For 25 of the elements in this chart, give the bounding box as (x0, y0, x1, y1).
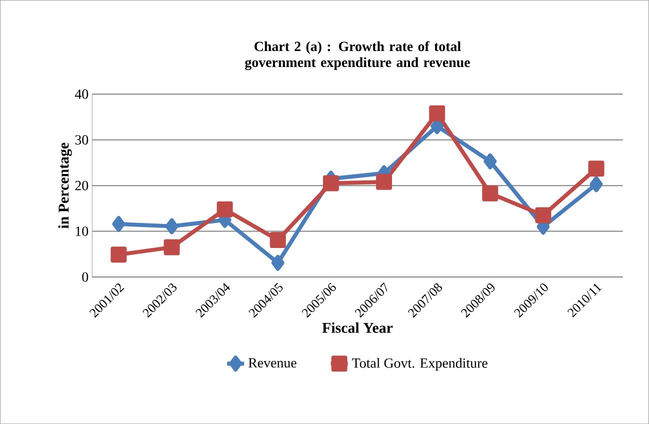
y-axis-title: in Percentage (58, 142, 72, 228)
point (535, 207, 552, 224)
point (270, 232, 286, 248)
y-tick-label: 30 (75, 135, 88, 145)
y-tick-label: 0 (82, 272, 88, 282)
point (484, 153, 497, 170)
point (482, 185, 498, 202)
point (112, 216, 126, 232)
legend-label: Revenue (248, 358, 296, 368)
point (590, 176, 603, 192)
point (271, 254, 284, 271)
chart-title: Chart 2 (a) : Growth rate of total government expenditure and revenue (245, 41, 470, 70)
point (110, 246, 127, 263)
x-axis-title: Fiscal Year (322, 322, 393, 333)
y-tick-label: 40 (74, 89, 88, 99)
point (165, 218, 178, 234)
point (216, 201, 233, 218)
legend-label: Total Govt. Expenditure (352, 358, 488, 371)
y-tick-label: 20 (75, 180, 88, 190)
point (322, 175, 339, 192)
y-tick-label: 10 (76, 226, 88, 236)
point (588, 160, 604, 177)
point (429, 105, 446, 122)
point (376, 174, 392, 190)
point (164, 239, 180, 256)
